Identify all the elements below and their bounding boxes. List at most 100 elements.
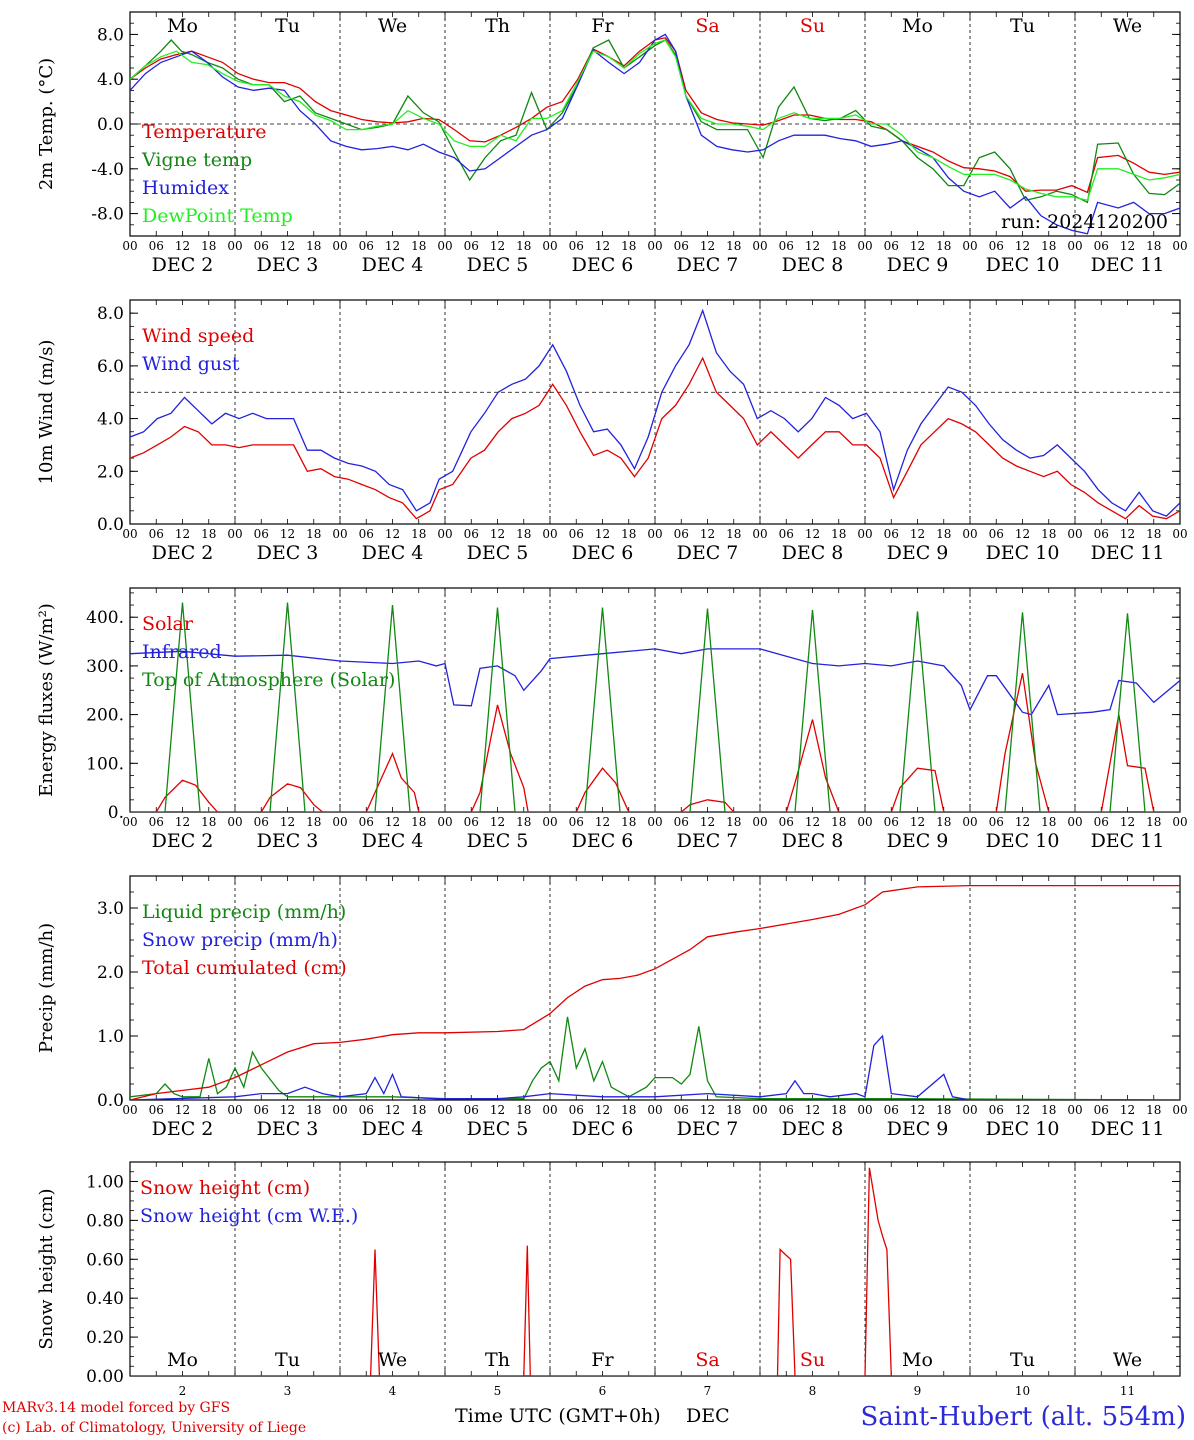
panel-2-ylabel: 10m Wind (m/s) [36, 340, 57, 485]
panel-1-ylabel: 2m Temp. (°C) [36, 58, 57, 190]
hour-tick-label: 12 [595, 815, 610, 829]
panel-1-legend-entry: Humidex [142, 177, 229, 199]
hour-tick-label: 06 [254, 239, 269, 253]
hour-tick-label: 12 [280, 1103, 295, 1117]
panel-5-ytick-label: 0.20 [86, 1328, 124, 1348]
snow-weekday-label: Mo [902, 1349, 933, 1371]
date-label: DEC 4 [362, 830, 424, 852]
hour-tick-label: 12 [175, 815, 190, 829]
hour-tick-label: 00 [437, 815, 452, 829]
date-label: DEC 10 [986, 830, 1060, 852]
date-label: DEC 7 [677, 254, 739, 276]
hour-tick-label: 18 [306, 527, 321, 541]
hour-tick-label: 12 [910, 239, 925, 253]
weekday-label: Th [485, 15, 510, 37]
snow-weekday-label: Tu [275, 1349, 300, 1371]
hour-tick-label: 00 [1172, 1103, 1187, 1117]
hour-tick-label: 18 [201, 1103, 216, 1117]
date-label: DEC 5 [467, 542, 529, 564]
day-number-label: 11 [1120, 1384, 1135, 1398]
hour-tick-label: 06 [149, 527, 164, 541]
hour-tick-label: 12 [805, 527, 820, 541]
weekday-label: Tu [275, 15, 300, 37]
date-label: DEC 2 [152, 254, 214, 276]
hour-tick-label: 06 [674, 239, 689, 253]
hour-tick-label: 18 [831, 527, 846, 541]
hour-tick-label: 00 [437, 239, 452, 253]
hour-tick-label: 00 [1067, 815, 1082, 829]
date-label: DEC 7 [677, 1118, 739, 1140]
hour-tick-label: 12 [280, 239, 295, 253]
panel-4-ytick-label: 0.0 [97, 1091, 124, 1111]
hour-tick-label: 12 [175, 239, 190, 253]
hour-tick-label: 18 [936, 527, 951, 541]
panel-3-series-infrared [130, 648, 1180, 716]
hour-tick-label: 18 [411, 527, 426, 541]
panel-1-legend-entry: Vigne temp [141, 149, 252, 171]
date-label: DEC 9 [887, 542, 949, 564]
panel-1-series-dewpoint-temp [130, 39, 1180, 201]
panel-4-ytick-label: 2.0 [97, 963, 124, 983]
hour-tick-label: 00 [962, 239, 977, 253]
hour-tick-label: 12 [490, 815, 505, 829]
hour-tick-label: 18 [621, 239, 636, 253]
hour-tick-label: 12 [1015, 1103, 1030, 1117]
date-label: DEC 7 [677, 542, 739, 564]
day-number-label: 10 [1015, 1384, 1030, 1398]
lab-credit: (c) Lab. of Climatology, University of L… [2, 1420, 307, 1436]
panel-4-legend-entry: Liquid precip (mm/h) [142, 901, 346, 923]
weekday-label: Su [800, 15, 825, 37]
hour-tick-label: 06 [254, 815, 269, 829]
hour-tick-label: 00 [437, 527, 452, 541]
date-label: DEC 3 [257, 1118, 319, 1140]
day-number-label: 8 [809, 1384, 817, 1398]
hour-tick-label: 12 [700, 1103, 715, 1117]
day-number-label: 7 [704, 1384, 712, 1398]
day-number-label: 2 [179, 1384, 187, 1398]
hour-tick-label: 06 [884, 1103, 899, 1117]
weekday-label: Sa [695, 15, 719, 37]
hour-tick-label: 18 [516, 1103, 531, 1117]
hour-tick-label: 00 [542, 239, 557, 253]
hour-tick-label: 06 [464, 239, 479, 253]
hour-tick-label: 18 [621, 1103, 636, 1117]
hour-tick-label: 06 [569, 527, 584, 541]
date-label: DEC 5 [467, 830, 529, 852]
hour-tick-label: 12 [595, 527, 610, 541]
panel-3-series-top-of-atmosphere-solar- [130, 602, 1180, 812]
weekday-label: Fr [591, 15, 614, 37]
hour-tick-label: 00 [122, 527, 137, 541]
hour-tick-label: 00 [647, 239, 662, 253]
hour-tick-label: 06 [989, 527, 1004, 541]
hour-tick-label: 00 [1067, 239, 1082, 253]
panel-1-run-annotation: run: 2024120200 [1001, 211, 1168, 233]
snow-weekday-label: We [1113, 1349, 1142, 1371]
hour-tick-label: 00 [857, 1103, 872, 1117]
panel-5-ylabel: Snow height (cm) [36, 1188, 57, 1349]
hour-tick-label: 18 [726, 239, 741, 253]
hour-tick-label: 18 [1146, 239, 1161, 253]
hour-tick-label: 12 [1015, 527, 1030, 541]
hour-tick-label: 00 [122, 1103, 137, 1117]
panel-2-legend-entry: Wind speed [142, 325, 254, 347]
hour-tick-label: 00 [332, 815, 347, 829]
hour-tick-label: 00 [752, 527, 767, 541]
hour-tick-label: 12 [1120, 815, 1135, 829]
hour-tick-label: 00 [437, 1103, 452, 1117]
hour-tick-label: 12 [700, 527, 715, 541]
panel-1-legend-entry: Temperature [142, 121, 266, 143]
panel-4-ylabel: Precip (mm/h) [36, 923, 57, 1053]
date-label: DEC 2 [152, 1118, 214, 1140]
hour-tick-label: 12 [595, 239, 610, 253]
date-label: DEC 3 [257, 542, 319, 564]
date-label: DEC 4 [362, 254, 424, 276]
hour-tick-label: 18 [516, 815, 531, 829]
hour-tick-label: 06 [884, 527, 899, 541]
hour-tick-label: 18 [411, 1103, 426, 1117]
hour-tick-label: 00 [1172, 527, 1187, 541]
hour-tick-label: 18 [1146, 1103, 1161, 1117]
hour-tick-label: 00 [962, 1103, 977, 1117]
hour-tick-label: 06 [359, 527, 374, 541]
hour-tick-label: 18 [831, 815, 846, 829]
hour-tick-label: 18 [936, 815, 951, 829]
